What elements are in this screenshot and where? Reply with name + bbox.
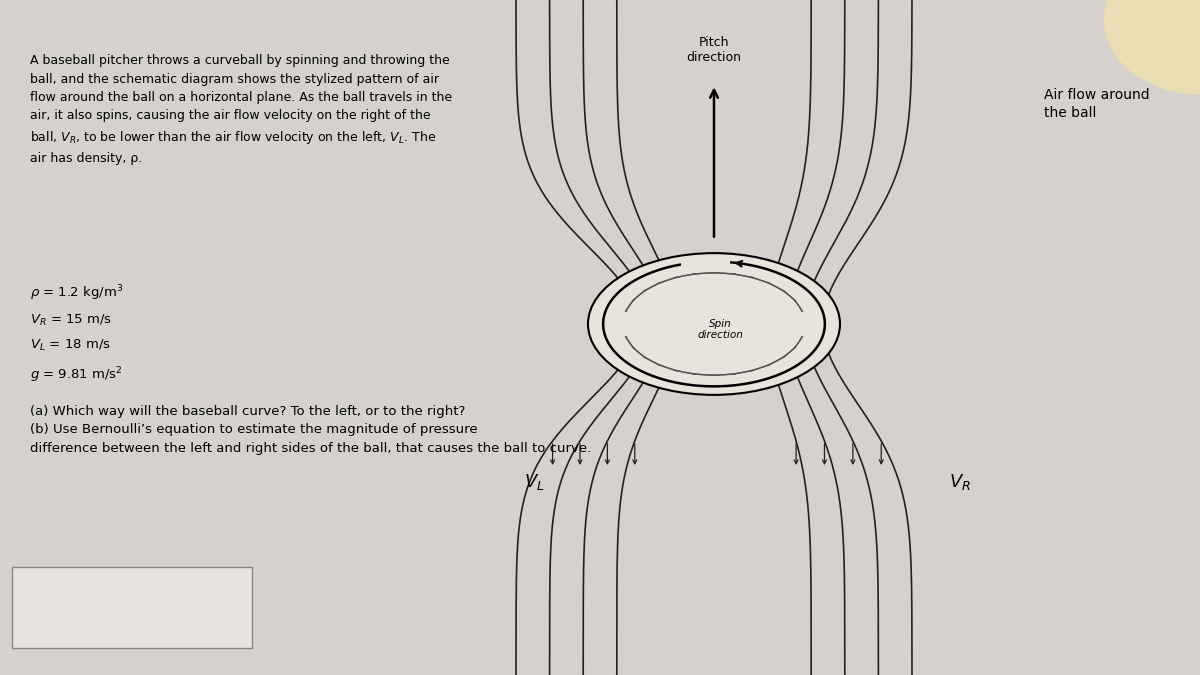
Circle shape — [588, 253, 840, 395]
Ellipse shape — [1104, 0, 1200, 95]
Text: (a) Which way will the baseball curve? To the left, or to the right?
(b) Use Ber: (a) Which way will the baseball curve? T… — [30, 405, 592, 455]
Text: $V_L$: $V_L$ — [523, 472, 545, 493]
Text: Air flow around
the ball: Air flow around the ball — [1044, 88, 1150, 120]
Text: $V_R$: $V_R$ — [949, 472, 971, 493]
Text: Spin
direction: Spin direction — [697, 319, 743, 340]
Text: $\rho$ = 1.2 kg/m$^3$
$V_R$ = 15 m/s
$V_L$ = 18 m/s
$g$ = 9.81 m/s$^2$: $\rho$ = 1.2 kg/m$^3$ $V_R$ = 15 m/s $V_… — [30, 284, 124, 385]
Text: A.: A. — [234, 620, 247, 634]
Text: A baseball pitcher throws a curveball by spinning and throwing the
ball, and the: A baseball pitcher throws a curveball by… — [30, 54, 452, 165]
FancyBboxPatch shape — [12, 567, 252, 648]
Text: Pitch
direction: Pitch direction — [686, 36, 742, 64]
